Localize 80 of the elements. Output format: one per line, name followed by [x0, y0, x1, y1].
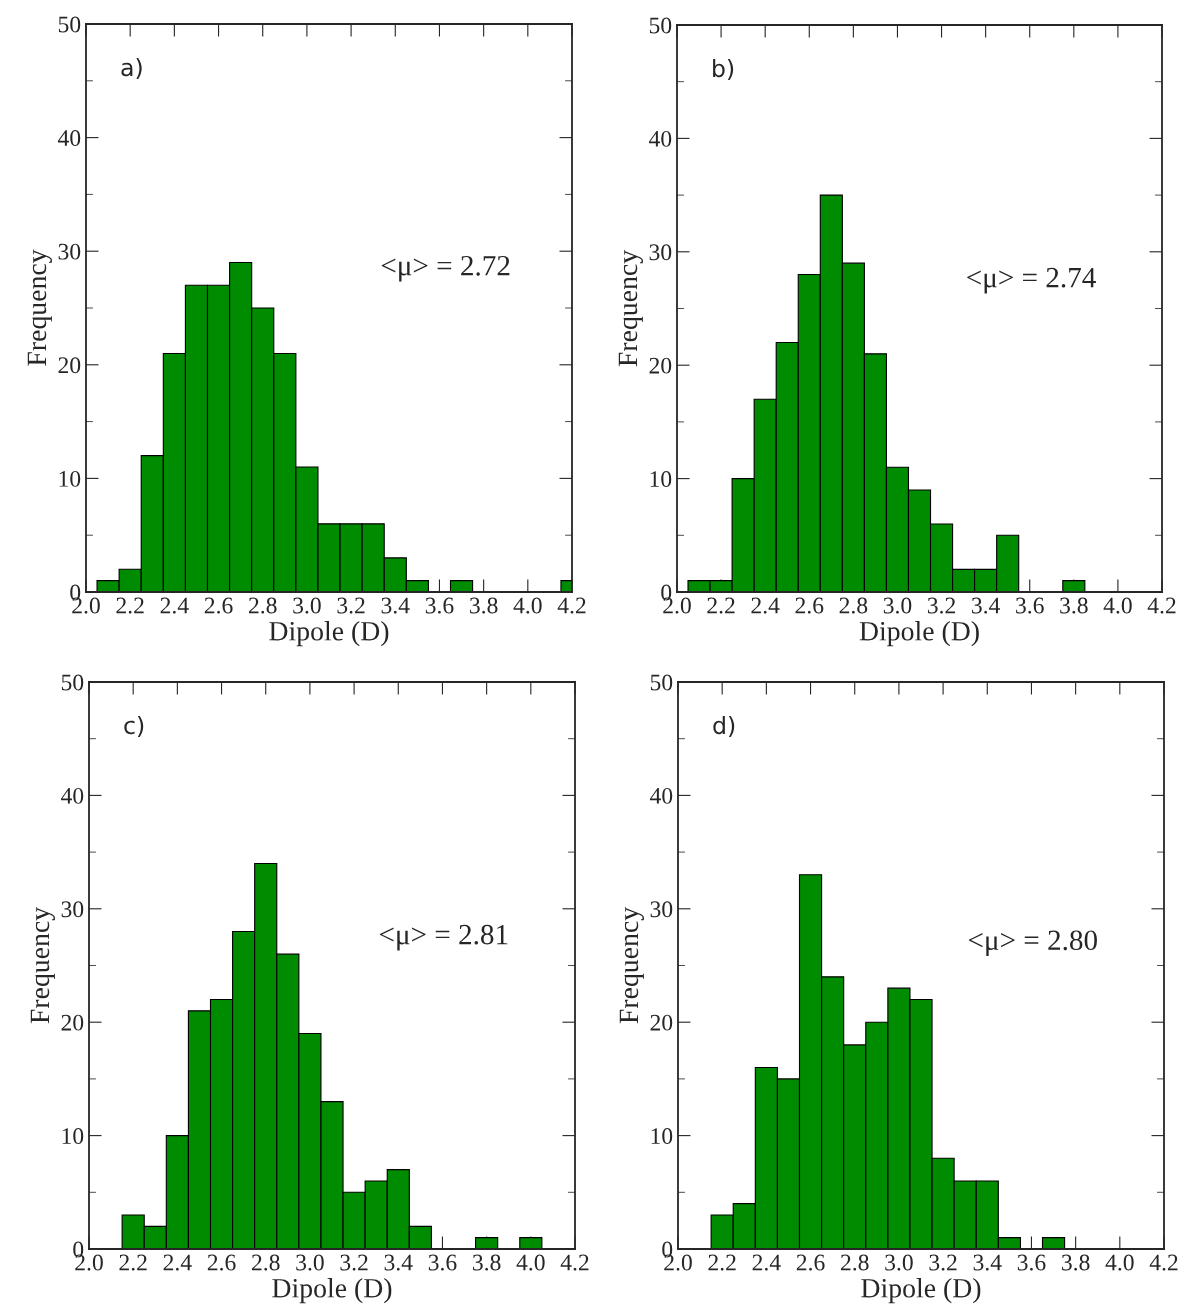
x-tick-label: 4.2: [1149, 1254, 1178, 1271]
x-tick-label: 2.6: [795, 597, 824, 614]
x-axis-title: Dipole (D): [861, 1278, 981, 1304]
x-tick-label: 2.6: [207, 1254, 236, 1271]
annotation: <μ> = 2.74: [967, 267, 1096, 294]
y-tick-label: 40: [648, 130, 672, 147]
y-tick-label: 50: [61, 674, 84, 691]
x-tick-label: 4.2: [1147, 597, 1176, 614]
x-tick-label: 2.4: [751, 597, 780, 614]
y-tick-label: 40: [57, 130, 81, 147]
y-tick-label: 40: [60, 787, 84, 804]
x-tick-label: 2.8: [252, 1254, 280, 1271]
x-tick-label: 3.6: [425, 597, 454, 614]
y-tick-label: 30: [58, 243, 81, 260]
x-tick-label: 2.4: [160, 597, 189, 614]
x-tick-label: 2.2: [119, 1254, 147, 1271]
x-tick-label: 4.2: [557, 597, 586, 614]
x-tick-label: 4.2: [560, 1254, 589, 1271]
x-tick-label: 2.8: [249, 597, 277, 614]
x-tick-label: 3.8: [473, 1254, 501, 1271]
x-tick-label: 3.4: [384, 1254, 413, 1271]
y-tick-label: 30: [649, 244, 672, 261]
x-tick-label: 2.8: [841, 1254, 869, 1271]
x-axis-title: Dipole (D): [859, 621, 979, 647]
x-tick-label: 2.2: [116, 597, 144, 614]
x-axis-title: Dipole (D): [272, 1278, 392, 1304]
y-tick-label: 10: [59, 470, 81, 487]
y-tick-label: 20: [649, 357, 672, 374]
x-tick-label: 2.4: [752, 1254, 781, 1271]
annotation: <μ> = 2.80: [968, 930, 1097, 957]
annotation: c): [124, 715, 144, 737]
y-tick-label: 40: [649, 787, 673, 804]
y-axis-title: Frequency: [30, 906, 55, 1024]
x-tick-label: 2.6: [204, 597, 233, 614]
x-tick-label: 3.2: [927, 597, 955, 614]
x-tick-label: 3.2: [337, 597, 365, 614]
y-tick-label: 30: [61, 901, 84, 918]
y-tick-label: 20: [61, 1014, 84, 1031]
x-tick-label: 3.0: [296, 1254, 324, 1271]
x-tick-label: 2.8: [839, 597, 868, 614]
y-tick-label: 50: [58, 16, 81, 33]
x-tick-label: 2.2: [707, 597, 735, 614]
x-axis-title: Dipole (D): [269, 621, 389, 647]
y-tick-label: 20: [650, 1014, 673, 1031]
annotation: a): [121, 58, 142, 80]
y-axis-title: Frequency: [27, 249, 52, 366]
x-tick-label: 3.4: [972, 597, 1001, 614]
x-tick-label: 3.8: [1062, 1254, 1090, 1271]
x-tick-label: 3.6: [428, 1254, 457, 1271]
x-tick-label: 3.4: [381, 597, 410, 614]
x-tick-label: 3.0: [293, 597, 321, 614]
x-tick-label: 2.2: [708, 1254, 736, 1271]
x-tick-label: 3.6: [1016, 597, 1044, 614]
y-tick-label: 30: [650, 901, 673, 918]
annotation: <μ> = 2.72: [381, 255, 510, 282]
x-tick-label: 4.0: [516, 1254, 545, 1271]
x-tick-label: 3.4: [973, 1254, 1002, 1271]
x-tick-label: 3.0: [883, 597, 912, 614]
x-tick-label: 4.0: [513, 597, 542, 614]
y-tick-label: 50: [650, 674, 673, 691]
annotation: d): [713, 715, 735, 737]
x-tick-label: 3.2: [340, 1254, 368, 1271]
x-tick-label: 3.8: [470, 597, 498, 614]
y-tick-label: 50: [649, 17, 672, 34]
annotation: <μ> = 2.81: [379, 924, 508, 951]
y-axis-title: Frequency: [618, 249, 643, 367]
x-tick-label: 3.8: [1060, 597, 1088, 614]
x-tick-label: 2.4: [163, 1254, 192, 1271]
y-tick-label: 20: [58, 357, 81, 374]
x-tick-label: 3.2: [929, 1254, 957, 1271]
x-tick-label: 4.0: [1105, 1254, 1134, 1271]
x-tick-label: 3.0: [885, 1254, 913, 1271]
x-tick-label: 2.6: [796, 1254, 825, 1271]
x-tick-label: 3.6: [1017, 1254, 1046, 1271]
annotation: b): [713, 58, 734, 80]
x-tick-label: 4.0: [1103, 597, 1132, 614]
y-axis-title: Frequency: [619, 906, 644, 1024]
y-tick-label: 10: [62, 1128, 84, 1145]
y-tick-label: 10: [650, 471, 672, 488]
y-tick-label: 10: [651, 1128, 673, 1145]
